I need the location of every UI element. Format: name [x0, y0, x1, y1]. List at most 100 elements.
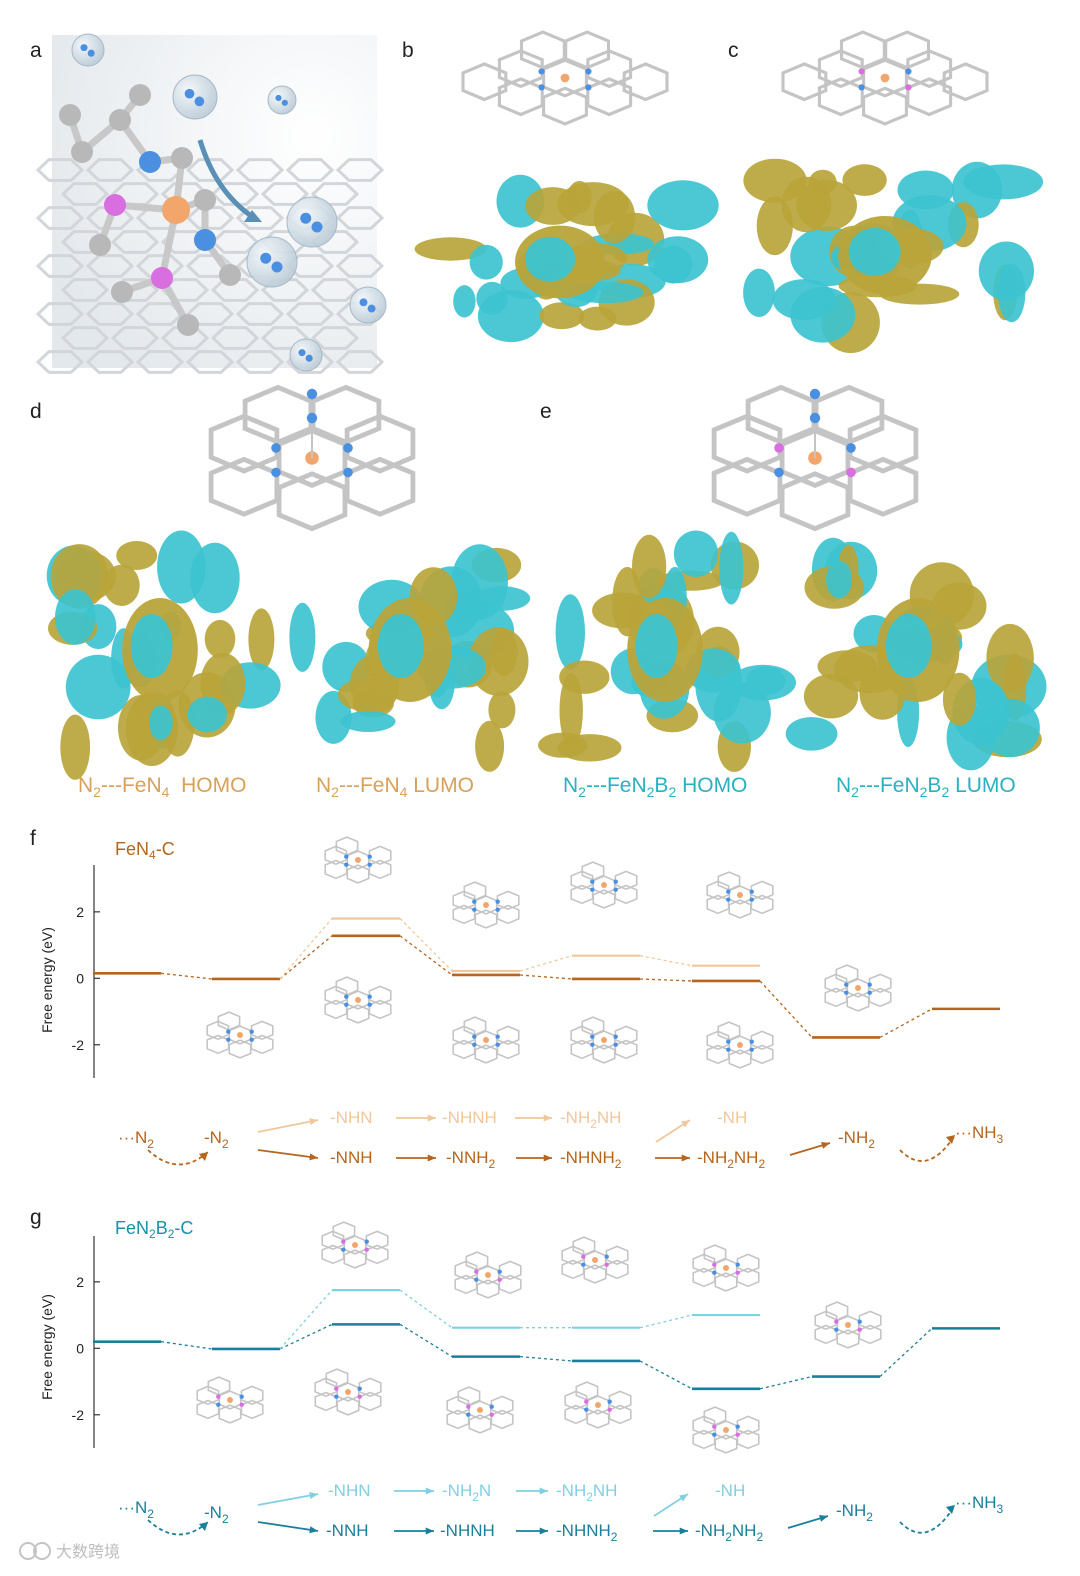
- graphene-cell: [160, 278, 210, 302]
- panel-label-g: g: [30, 1206, 42, 1229]
- intermediate-structure: [452, 881, 520, 929]
- y-tick-label: 0: [76, 1340, 84, 1356]
- g-arrow-nh3: [899, 1504, 956, 1534]
- molecule-sphere: [267, 85, 297, 115]
- connector-light: [399, 1289, 453, 1329]
- panel-label-d: d: [30, 400, 42, 423]
- f-pw-light-3: -NH2NH: [560, 1108, 621, 1131]
- graphene-cell: [210, 326, 260, 350]
- g-arrow-light-1-head: [425, 1487, 434, 1495]
- fe-atom: [227, 1397, 233, 1403]
- fe-atom: [345, 1389, 351, 1395]
- g-arrow-dark-0-head: [309, 1526, 318, 1534]
- f-arrow-light-1-head: [427, 1114, 436, 1122]
- f-arrow-nh3: [899, 1134, 956, 1162]
- g-pw-light-3: -NH2NH: [556, 1481, 617, 1504]
- connector-dark: [759, 980, 813, 1038]
- chart-g-ylabel: Free energy (eV): [39, 1294, 55, 1400]
- intermediate-structure: [454, 1251, 522, 1299]
- graphene-cell: [110, 326, 160, 350]
- graphene-cell: [135, 350, 185, 374]
- connector-dark: [519, 974, 573, 980]
- g-arrow-light-3-head: [679, 1494, 688, 1502]
- intermediate-structure: [324, 976, 392, 1024]
- graphene-cell: [160, 230, 210, 254]
- chart-f-ylabel: Free energy (eV): [39, 927, 55, 1033]
- g-adsorb-arrow: [147, 1519, 209, 1536]
- connector-dark: [279, 1323, 333, 1350]
- connector-dark: [399, 935, 453, 976]
- intermediate-structure: [692, 1406, 760, 1454]
- f-pw-dark-2: -NNH2: [446, 1148, 496, 1171]
- graphene-cell: [235, 158, 285, 182]
- f-pw-nh2: -NH2: [838, 1128, 875, 1151]
- graphene-cell: [260, 278, 310, 302]
- graphene-cell: [110, 230, 160, 254]
- connector-light: [399, 918, 453, 972]
- f-pw-dark-3: -NHNH2: [560, 1148, 622, 1171]
- watermark: 大数跨境: [19, 1542, 120, 1561]
- g-pw-dark-3: -NHNH2: [556, 1521, 618, 1544]
- fe-atom: [485, 1272, 491, 1278]
- fe-atom: [595, 1402, 601, 1408]
- f-pw-adsorbed: -N2: [204, 1128, 229, 1151]
- graphene-cell: [185, 350, 235, 374]
- graphene-cell: [335, 254, 385, 278]
- g-pw-dark-2: -NHNH: [440, 1521, 495, 1540]
- f-arrow-dark-1-head: [427, 1154, 436, 1162]
- graphene-cell: [85, 350, 135, 374]
- f-arrow-dark-3-head: [681, 1154, 690, 1162]
- fe-atom: [477, 1407, 483, 1413]
- intermediate-structure: [706, 871, 774, 919]
- intermediate-structure: [814, 1301, 882, 1349]
- g-pw-start: ···N2: [118, 1498, 154, 1521]
- graphene-cell: [335, 350, 385, 374]
- graphene-cell: [285, 158, 335, 182]
- atom: [139, 151, 161, 173]
- g-arrow-light-2-head: [539, 1487, 548, 1495]
- atom: [129, 84, 151, 106]
- watermark-text: 大数跨境: [56, 1542, 120, 1561]
- graphene-cell: [85, 254, 135, 278]
- intermediate-structure: [314, 1368, 382, 1416]
- connector-dark: [279, 935, 333, 980]
- f-arrow-light-2-head: [543, 1114, 552, 1122]
- fe-atom: [560, 73, 570, 83]
- f-arrow-light-0-head: [309, 1118, 318, 1126]
- orbital-isosurfaces: [46, 158, 1047, 780]
- fen2b2-lumo-label: N2---FeN2B2 LUMO: [836, 774, 1016, 800]
- fen4-lumo-orbital: [289, 544, 531, 772]
- g-arrow-light-0: [257, 1493, 319, 1506]
- graphene-cell: [235, 302, 285, 326]
- intermediate-structure: [561, 1236, 629, 1284]
- connector-light: [279, 918, 333, 980]
- g-pw-light-2: -NH2N: [442, 1481, 491, 1504]
- connector-dark: [519, 1355, 573, 1362]
- g-pw-light-4: -NH: [715, 1481, 745, 1500]
- graphene-cell: [60, 278, 110, 302]
- connector-dark: [399, 1323, 453, 1358]
- fen2b2-homo-label: N2---FeN2B2 HOMO: [563, 774, 747, 800]
- fen4-lumo-label: N2---FeN4 LUMO: [316, 774, 474, 800]
- connector-dark: [160, 972, 213, 980]
- atom: [111, 281, 133, 303]
- graphene-cell: [60, 182, 110, 206]
- g-pw-nh3: ···NH3: [955, 1493, 1004, 1516]
- graphene-cell: [310, 326, 360, 350]
- f-arrow-nh2-head: [821, 1142, 830, 1149]
- panel-c-structure: [781, 30, 989, 126]
- molecule-sphere: [246, 236, 298, 288]
- graphene-cell: [235, 206, 285, 230]
- fe-atom: [723, 1265, 729, 1271]
- fen2b2-lumo-orbital: [785, 537, 1047, 771]
- connector-light: [279, 1289, 333, 1350]
- fen2b2-homo-orbital: [538, 530, 796, 772]
- connector-dark: [879, 1327, 933, 1378]
- intermediate-structure: [570, 1016, 638, 1064]
- g-pw-nh2: -NH2: [836, 1501, 873, 1524]
- panel-b-orbital: [414, 174, 719, 343]
- y-tick-label: -2: [72, 1407, 85, 1423]
- molecule-sphere: [71, 33, 105, 67]
- g-adsorb-arrow-head: [199, 1522, 208, 1531]
